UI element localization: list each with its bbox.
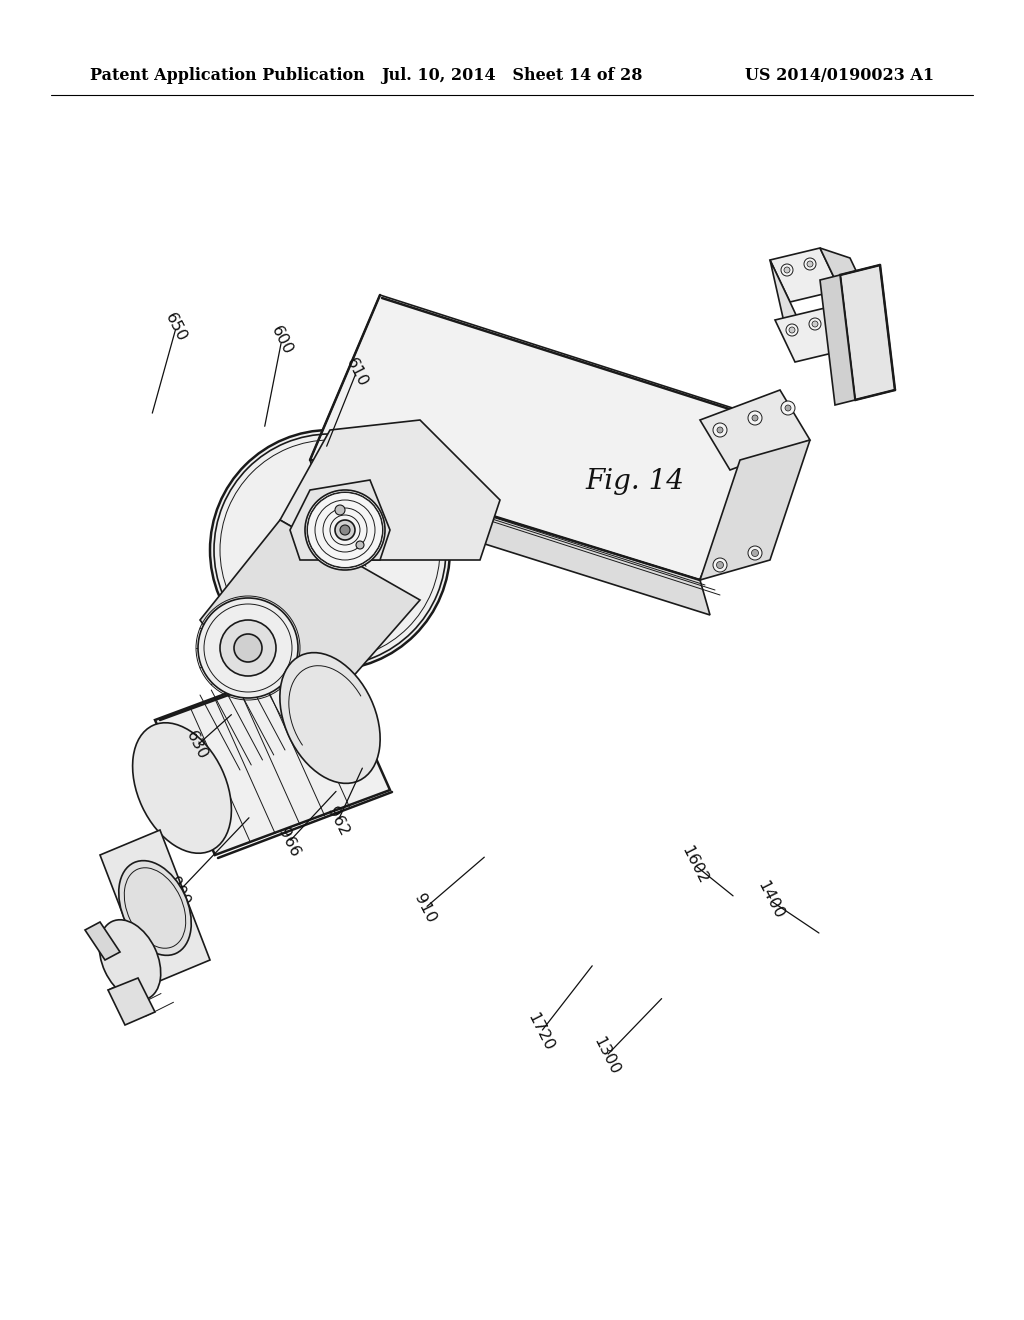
Circle shape	[748, 411, 762, 425]
Ellipse shape	[210, 430, 450, 671]
Circle shape	[220, 620, 276, 676]
Text: 610: 610	[343, 355, 370, 389]
Polygon shape	[310, 459, 710, 615]
Circle shape	[807, 261, 813, 267]
Circle shape	[335, 506, 345, 515]
Circle shape	[752, 549, 759, 557]
Circle shape	[752, 414, 758, 421]
Ellipse shape	[132, 723, 231, 853]
Text: Patent Application Publication: Patent Application Publication	[90, 66, 365, 83]
Polygon shape	[100, 830, 210, 985]
Text: Jul. 10, 2014   Sheet 14 of 28: Jul. 10, 2014 Sheet 14 of 28	[381, 66, 643, 83]
Ellipse shape	[99, 920, 161, 1001]
Circle shape	[809, 318, 821, 330]
Circle shape	[748, 546, 762, 560]
Circle shape	[717, 561, 724, 569]
Text: US 2014/0190023 A1: US 2014/0190023 A1	[744, 66, 934, 83]
Text: 900: 900	[166, 874, 193, 908]
Ellipse shape	[280, 652, 380, 783]
Text: 1602: 1602	[678, 843, 711, 886]
Circle shape	[234, 634, 262, 663]
Polygon shape	[280, 420, 500, 560]
Text: 966: 966	[275, 825, 302, 859]
Text: 600: 600	[268, 323, 295, 358]
Circle shape	[356, 541, 364, 549]
Circle shape	[717, 426, 723, 433]
Polygon shape	[155, 655, 390, 855]
Polygon shape	[825, 308, 874, 360]
Circle shape	[812, 321, 818, 327]
Polygon shape	[290, 480, 390, 560]
Circle shape	[785, 405, 791, 411]
Polygon shape	[85, 921, 120, 960]
Polygon shape	[200, 520, 420, 680]
Polygon shape	[820, 248, 870, 300]
Polygon shape	[840, 265, 895, 400]
Text: 1300: 1300	[590, 1035, 623, 1077]
Circle shape	[781, 264, 793, 276]
Circle shape	[790, 327, 795, 333]
Polygon shape	[108, 978, 155, 1026]
Polygon shape	[700, 440, 810, 579]
Circle shape	[781, 401, 795, 414]
Ellipse shape	[198, 598, 298, 698]
Circle shape	[713, 422, 727, 437]
Circle shape	[340, 525, 350, 535]
Ellipse shape	[305, 490, 385, 570]
Polygon shape	[700, 389, 810, 470]
Text: 1400: 1400	[754, 879, 786, 921]
Polygon shape	[775, 308, 845, 362]
Polygon shape	[770, 248, 840, 302]
Circle shape	[713, 558, 727, 572]
Polygon shape	[820, 275, 855, 405]
Circle shape	[786, 323, 798, 337]
Circle shape	[784, 267, 790, 273]
Circle shape	[335, 520, 355, 540]
Text: 962: 962	[325, 804, 351, 838]
Text: 1720: 1720	[524, 1011, 557, 1053]
Circle shape	[804, 257, 816, 271]
Polygon shape	[310, 294, 770, 579]
Text: 630: 630	[183, 729, 210, 763]
Text: Fig. 14: Fig. 14	[586, 469, 684, 495]
Ellipse shape	[119, 861, 191, 956]
Text: 910: 910	[412, 891, 438, 925]
Polygon shape	[770, 260, 810, 345]
Text: 650: 650	[163, 310, 189, 345]
